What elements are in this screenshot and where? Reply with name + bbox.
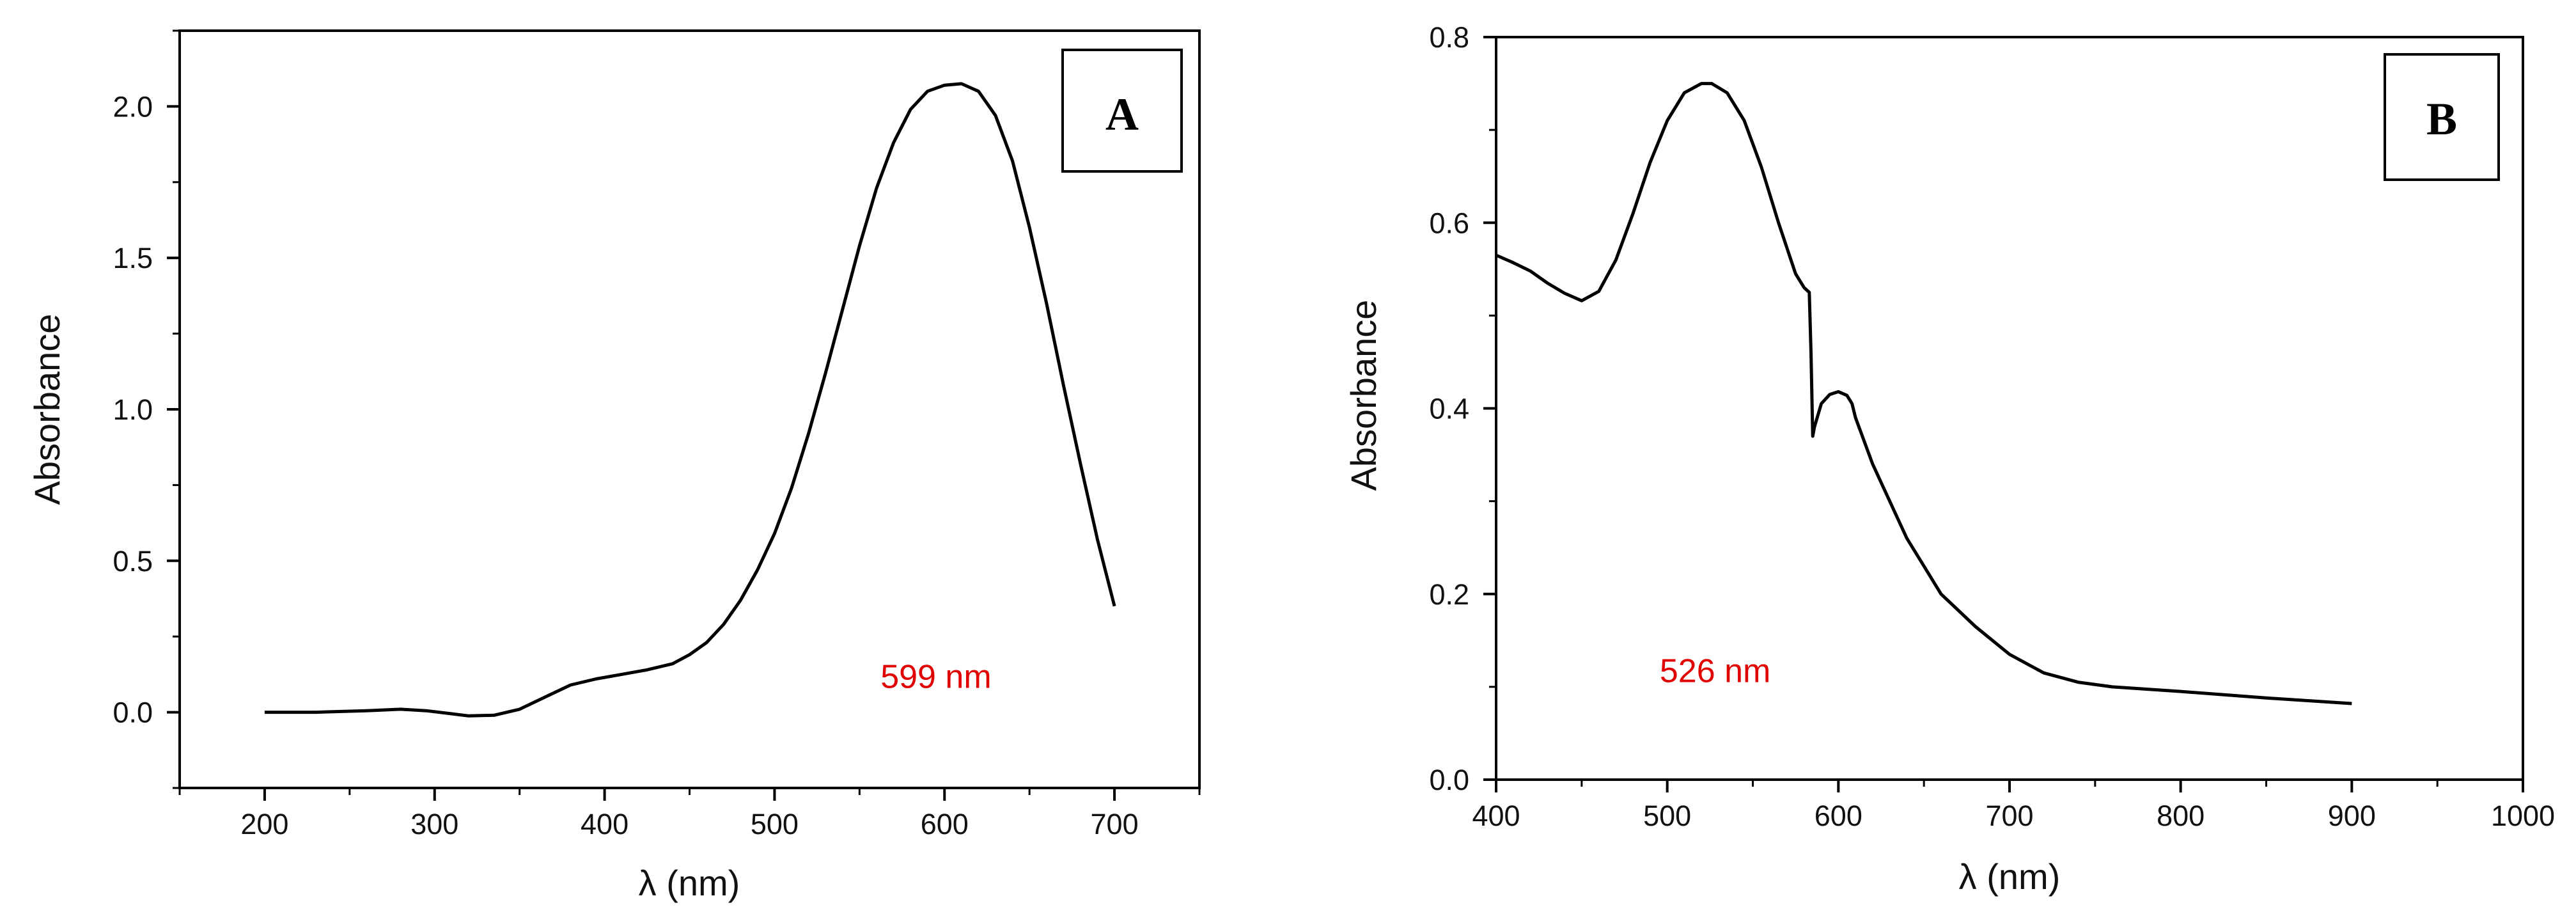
y-tick-label: 0.0 (113, 697, 153, 729)
y-tick-label: 2.0 (113, 90, 153, 123)
panel-label-box (2384, 53, 2500, 181)
absorbance-curve-a (264, 82, 1116, 718)
x-tick-label: 800 (2157, 799, 2205, 832)
x-tick-label: 300 (410, 808, 458, 840)
x-axis-title: λ (nm) (639, 863, 740, 903)
absorbance-curve-b (1495, 82, 2352, 705)
y-axis-ticks (167, 29, 180, 789)
x-tick-label: 500 (1643, 799, 1691, 832)
peak-annotation-b: 526 nm (1660, 653, 1770, 690)
plot-frame (178, 29, 1201, 789)
y-tick-label: 1.5 (113, 242, 153, 274)
y-tick-label: 0.5 (113, 545, 153, 578)
y-tick-label: 0.6 (1429, 207, 1469, 239)
x-tick-label: 200 (240, 808, 288, 840)
y-tick-label: 1.0 (113, 393, 153, 426)
y-axis-tick-labels: 0.0 0.2 0.4 0.6 0.8 (1429, 21, 1469, 796)
x-tick-label: 400 (581, 808, 628, 840)
x-tick-label: 1000 (2491, 799, 2555, 832)
y-tick-label: 0.8 (1429, 21, 1469, 54)
x-tick-label: 400 (1472, 799, 1520, 832)
chart-panel-a: 200 300 400 500 600 700 0.0 0.5 1.0 1.5 2.0 A 599… (27, 29, 1201, 903)
x-axis-tick-labels: 200 300 400 500 600 700 (240, 808, 1138, 840)
x-tick-label: 500 (751, 808, 799, 840)
peak-annotation-a: 599 nm (880, 659, 991, 696)
x-axis-title: λ (nm) (1959, 856, 2061, 897)
x-tick-label: 900 (2328, 799, 2376, 832)
y-axis-title: Absorbance (1343, 300, 1384, 491)
y-axis-tick-labels: 0.0 0.5 1.0 1.5 2.0 (113, 90, 153, 728)
x-tick-label: 600 (921, 808, 969, 840)
x-tick-label: 600 (1815, 799, 1862, 832)
y-tick-label: 0.2 (1429, 578, 1469, 611)
y-axis-ticks (1483, 36, 1496, 781)
panel-label-b: B (2426, 93, 2457, 145)
x-axis-ticks (1495, 780, 2524, 792)
y-tick-label: 0.4 (1429, 393, 1469, 425)
plot-frame (1495, 36, 2524, 781)
chart-panel-b: 400 500 600 700 800 900 1000 0.0 0.2 0.4 0.6 0.8 B… (1343, 21, 2555, 897)
x-axis-ticks (178, 788, 1201, 801)
x-tick-label: 700 (1985, 799, 2033, 832)
x-tick-label: 700 (1091, 808, 1139, 840)
panel-label-box (1061, 49, 1183, 173)
y-axis-title: Absorbance (27, 314, 67, 505)
panel-label-a: A (1105, 89, 1139, 140)
y-tick-label: 0.0 (1429, 764, 1469, 796)
x-axis-tick-labels: 400 500 600 700 800 900 1000 (1472, 799, 2555, 832)
